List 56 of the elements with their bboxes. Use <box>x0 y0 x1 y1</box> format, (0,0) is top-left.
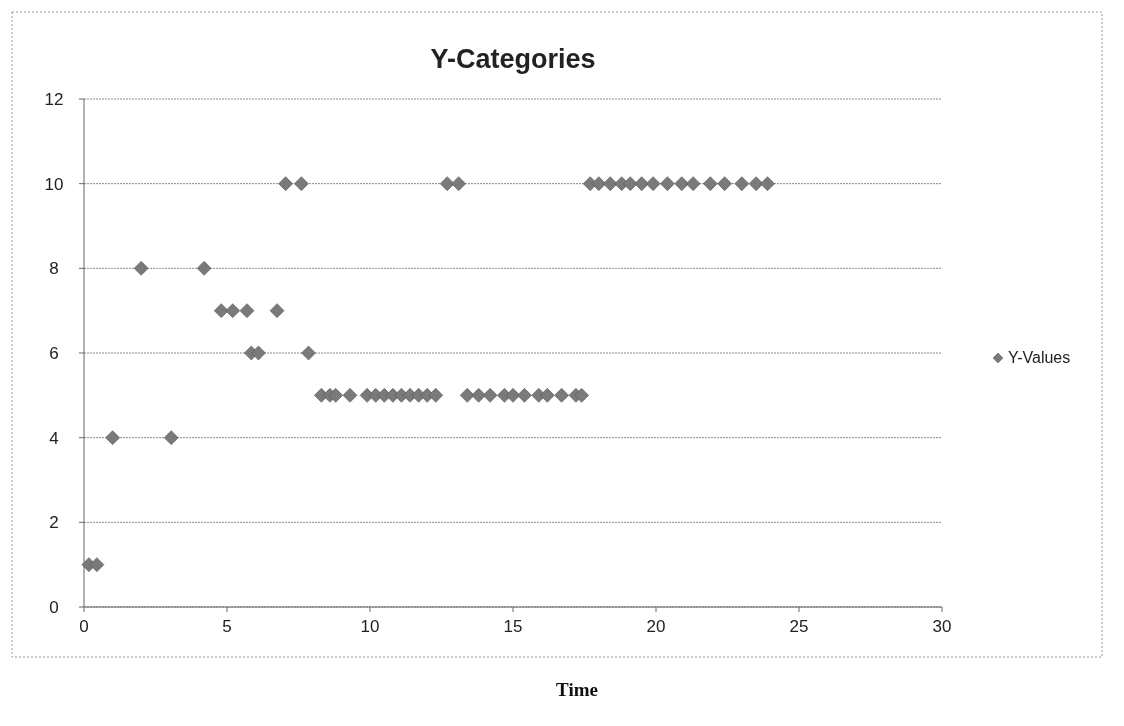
y-tick-label: 12 <box>44 90 64 109</box>
point <box>517 388 532 403</box>
point <box>459 388 475 403</box>
point <box>328 388 343 403</box>
legend-label: Y-Values <box>1008 349 1071 366</box>
point <box>269 303 285 318</box>
point <box>133 261 149 276</box>
point <box>591 176 607 191</box>
x-tick-label: 25 <box>789 617 809 636</box>
point <box>301 345 316 361</box>
y-tick-label: 8 <box>49 259 59 279</box>
point <box>225 303 241 318</box>
point <box>294 176 309 191</box>
y-tick-label: 2 <box>49 513 59 533</box>
y-tick-label: 10 <box>44 174 64 194</box>
point <box>213 303 229 318</box>
point <box>439 176 455 191</box>
point <box>734 176 750 191</box>
point <box>660 176 675 191</box>
point <box>451 176 466 191</box>
point <box>674 176 690 191</box>
point <box>251 345 266 361</box>
point <box>645 176 661 191</box>
y-tick-label: 4 <box>49 428 59 448</box>
point <box>760 176 775 191</box>
x-tick-label: 30 <box>932 617 952 636</box>
point <box>602 176 618 191</box>
x-tick-label: 15 <box>503 617 523 636</box>
y-tick-label: 6 <box>49 344 59 363</box>
point <box>748 176 764 191</box>
point <box>574 388 589 403</box>
point <box>89 557 105 572</box>
point <box>428 388 444 403</box>
point <box>703 176 718 191</box>
point <box>482 388 498 403</box>
x-tick-label: 10 <box>360 617 380 636</box>
point <box>685 176 701 191</box>
point <box>634 176 649 191</box>
point <box>471 388 486 403</box>
point <box>105 430 120 445</box>
y-tick-label: 0 <box>49 598 59 617</box>
point <box>239 303 255 318</box>
chart-title: Y-Categories <box>430 44 596 74</box>
point <box>163 430 179 445</box>
x-tick-label: 20 <box>646 617 666 636</box>
point <box>717 176 732 191</box>
point <box>622 176 638 191</box>
point <box>342 388 358 403</box>
point <box>505 388 521 403</box>
point <box>196 261 212 276</box>
x-tick-label: 5 <box>222 617 232 636</box>
point <box>278 176 293 191</box>
x-tick-label: 0 <box>79 617 89 636</box>
x-axis-title: Time <box>556 679 598 700</box>
point <box>554 388 569 403</box>
point <box>540 388 555 403</box>
